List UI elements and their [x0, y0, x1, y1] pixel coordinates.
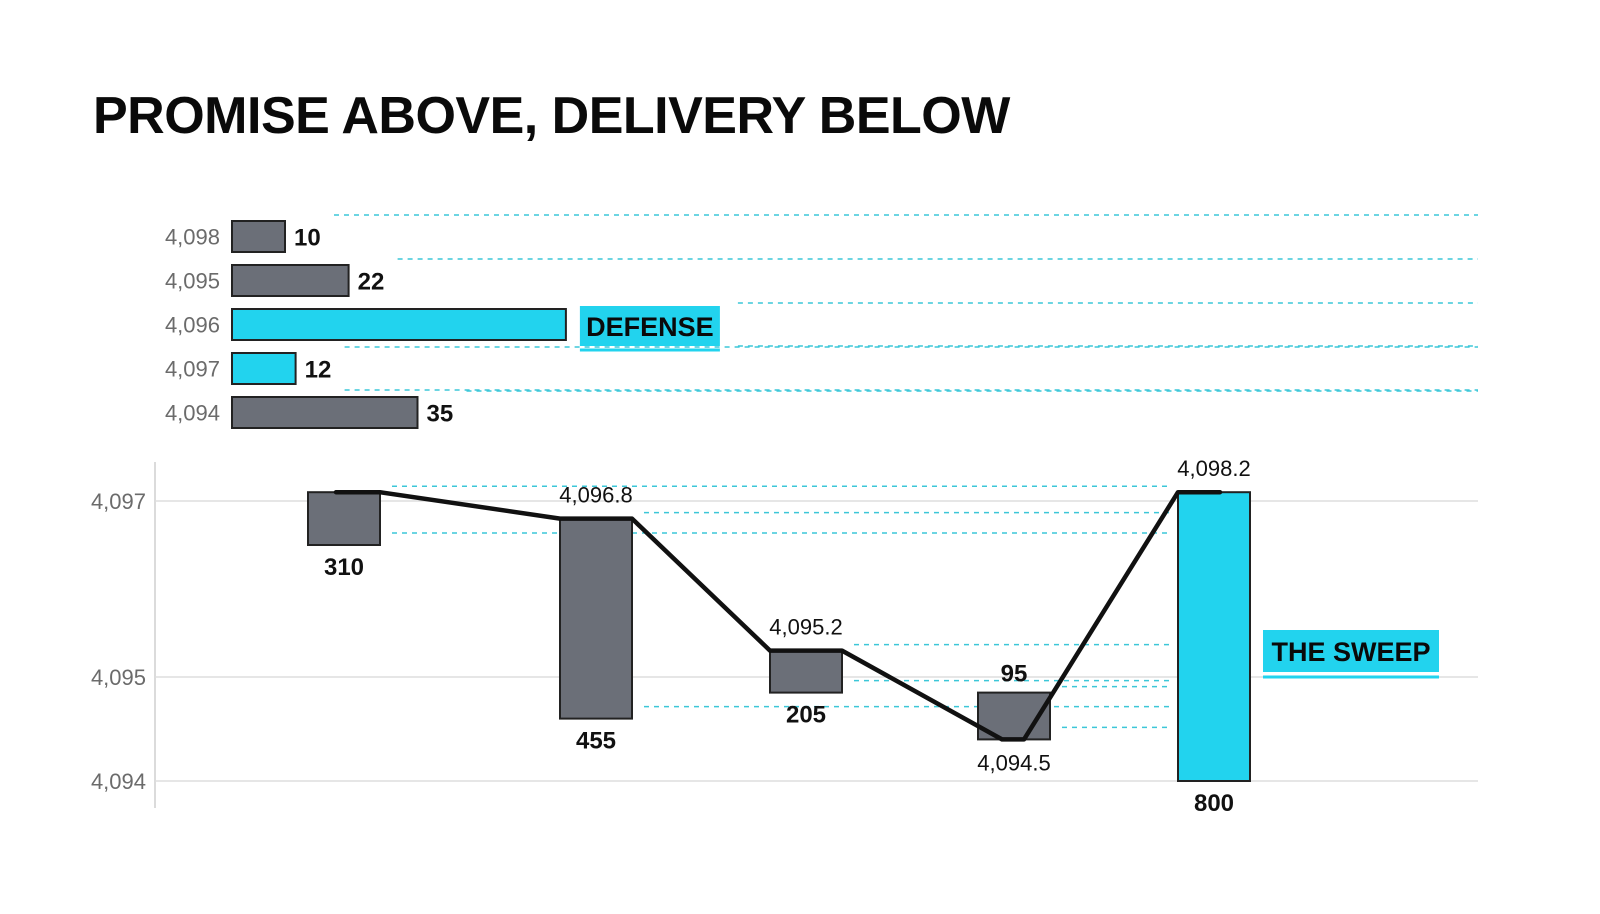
defense-bar-chart: 4,098 10 4,095 22 4,096 DEFENSE 4,097 12 4,094 35	[165, 214, 1478, 429]
price-label: 4,094.5	[977, 750, 1050, 775]
bar-4	[231, 396, 419, 429]
volume-bar-2	[769, 649, 843, 694]
y-tick-label: 4,095	[165, 269, 220, 294]
price-line	[333, 489, 1223, 742]
sweep-callout-box	[1263, 630, 1439, 672]
y-tick-label: 4,095	[91, 665, 146, 690]
volume-label: 205	[786, 702, 826, 729]
bar-value-label: 12	[305, 357, 332, 384]
bar-0	[231, 220, 286, 253]
bar-2	[231, 308, 567, 341]
price-label: 4,098.2	[1177, 456, 1250, 481]
price-label: 4,096.8	[559, 483, 632, 508]
volume-bar-4	[1177, 491, 1251, 782]
y-tick-label: 4,094	[91, 769, 146, 794]
volume-label: 95	[1001, 661, 1028, 688]
delivery-floating-bar-chart: 4,097 4,095 4,094 310 455 4,096.8 205 4,095.2 95…	[91, 456, 1478, 817]
y-tick-label: 4,098	[165, 225, 220, 250]
bar-1	[231, 264, 350, 297]
defense-callout-box	[579, 306, 720, 346]
volume-label: 455	[576, 728, 616, 755]
y-tick-label: 4,094	[165, 401, 220, 426]
y-tick-label: 4,096	[165, 313, 220, 338]
bar-3	[231, 352, 297, 385]
volume-bar-1	[559, 517, 633, 720]
sweep-callout-text: THE SWEEP	[1271, 637, 1430, 667]
y-tick-label: 4,097	[165, 357, 220, 382]
bar-value-label: 10	[294, 225, 321, 252]
chart-title: PROMISE ABOVE, DELIVERY BELOW	[93, 87, 1010, 145]
price-label: 4,095.2	[769, 615, 842, 640]
bar-value-label: 22	[358, 269, 385, 296]
volume-bar-0	[307, 491, 381, 547]
bar-value-label: 35	[427, 401, 454, 428]
y-tick-label: 4,097	[91, 489, 146, 514]
volume-label: 310	[324, 554, 364, 581]
defense-callout-text: DEFENSE	[586, 312, 714, 342]
volume-label: 800	[1194, 790, 1234, 817]
